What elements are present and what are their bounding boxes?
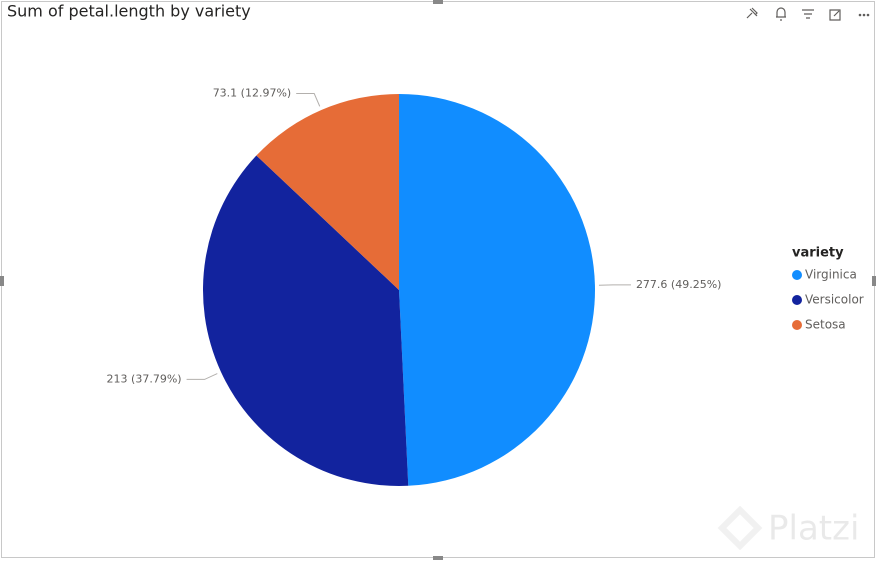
legend-marker [792,320,802,330]
resize-handle [0,276,4,286]
more-icon[interactable] [859,14,870,17]
legend-label: Versicolor [805,293,864,307]
resize-handle [872,276,876,286]
data-label: 213 (37.79%) [107,372,182,385]
legend-marker [792,270,802,280]
data-label: 277.6 (49.25%) [636,278,722,291]
legend-label: Virginica [805,268,857,282]
legend-label: Setosa [805,318,846,332]
data-label: 73.1 (12.97%) [213,87,292,100]
resize-handle [433,556,443,560]
chart-title: Sum of petal.length by variety [7,2,251,21]
legend-marker [792,295,802,305]
resize-handle [433,0,443,4]
legend-title: variety [792,246,844,261]
watermark-text: Platzi [768,509,859,549]
